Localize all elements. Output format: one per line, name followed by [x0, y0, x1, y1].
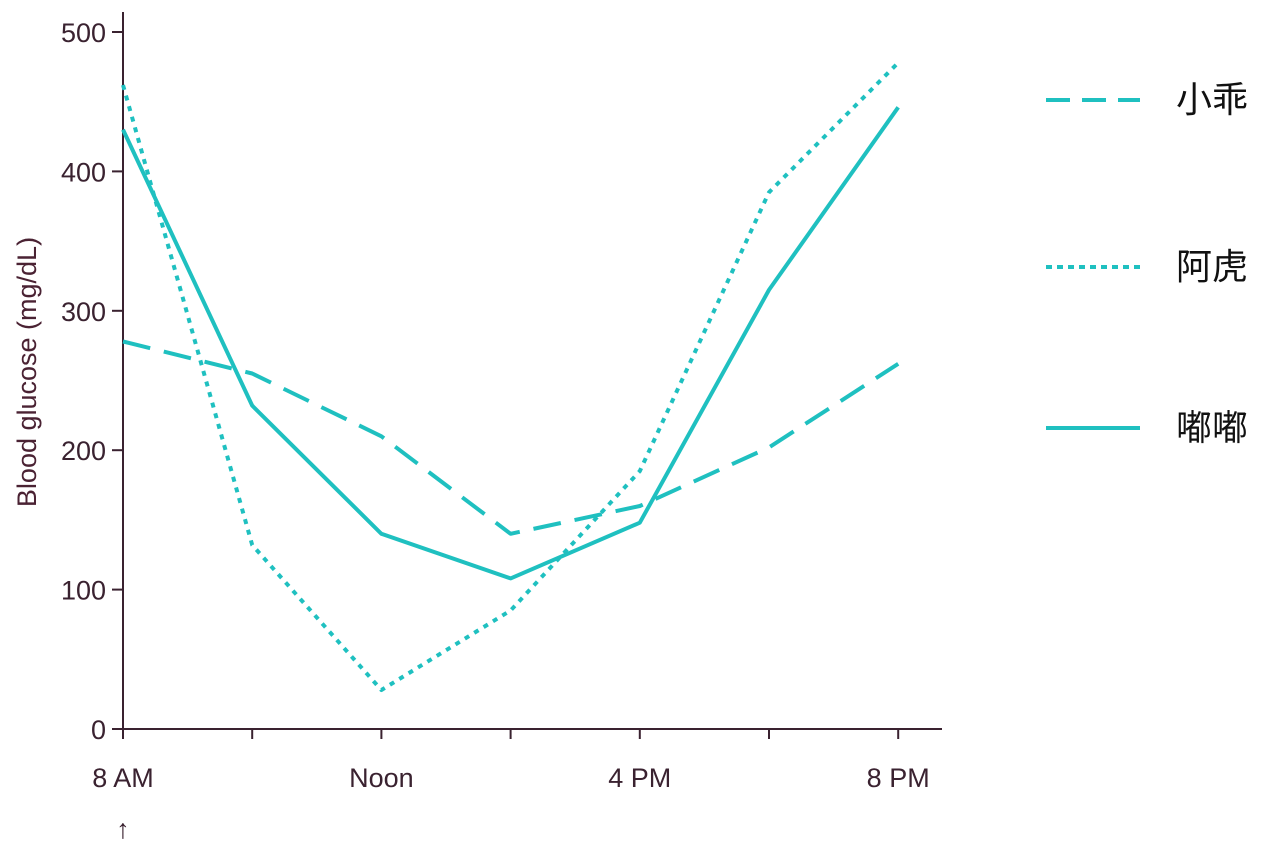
- x-tick-label: 8 PM: [867, 763, 930, 793]
- legend-label: 阿虎: [1176, 247, 1248, 288]
- x-tick-label: Noon: [349, 763, 414, 793]
- x-tick-label: 8 AM: [92, 763, 154, 793]
- y-axis-ticks: 0 100 200 300 400 500: [61, 18, 123, 745]
- y-tick-label: 100: [61, 576, 106, 606]
- series-line-1: [122, 339, 900, 536]
- legend-label: 小乖: [1176, 80, 1248, 121]
- x-tick-label: 4 PM: [608, 763, 671, 793]
- y-tick-label: 500: [61, 18, 106, 48]
- series-line-3: [121, 106, 900, 581]
- x-axis-ticks: 8 AM Noon 4 PM 8 PM ↑: [92, 729, 930, 844]
- y-axis-title: Blood glucose (mg/dL): [12, 237, 42, 507]
- legend-item: 嘟嘟: [1046, 408, 1248, 449]
- y-tick-label: 0: [91, 715, 106, 745]
- legend-label: 嘟嘟: [1176, 408, 1248, 449]
- x-marker-arrow: ↑: [116, 814, 130, 844]
- legend-item: 小乖: [1046, 80, 1248, 121]
- series-lines: [121, 61, 900, 692]
- y-tick-label: 300: [61, 297, 106, 327]
- y-tick-label: 200: [61, 436, 106, 466]
- y-tick-label: 400: [61, 157, 106, 187]
- legend-item: 阿虎: [1046, 247, 1248, 288]
- series-line-2: [121, 61, 900, 692]
